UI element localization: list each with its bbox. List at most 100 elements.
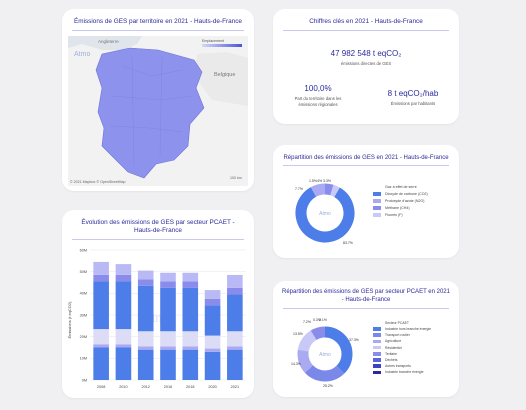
y-tick-label: 40M [80, 292, 87, 296]
bar-segment[interactable] [204, 305, 221, 336]
legend-item: Fluorés (F) [373, 213, 428, 217]
legend-item: Transport routier [373, 333, 431, 337]
y-tick-label: 0M [82, 378, 87, 382]
bar-segment[interactable] [115, 274, 132, 282]
donut2-label-4: 14.3% [291, 362, 301, 366]
donut2-chart[interactable]: Atmo 37.3% 13.5% 7.2% 14.3% 25.2% 0.3% 2… [273, 311, 459, 397]
bar-segment[interactable] [137, 331, 154, 347]
legend-swatch [373, 333, 381, 337]
legend-title: Gaz à effet de serre [385, 185, 417, 189]
legend-swatch [373, 352, 381, 356]
bar-segment[interactable] [115, 329, 132, 345]
perhab-label: Émissions par habitants [390, 101, 436, 106]
total-label: émissions directes de GES [340, 61, 392, 66]
legend-item: Tertiaire [373, 352, 431, 356]
legend-item: Protoxyde d'azote (N2O) [373, 199, 428, 203]
bar-segment[interactable] [160, 346, 176, 350]
bar-segment[interactable] [227, 346, 243, 350]
donut1-label-4: 4% [317, 179, 322, 183]
bar-segment[interactable] [160, 287, 176, 332]
bar-segment[interactable] [160, 349, 176, 380]
bar-segment[interactable] [182, 346, 199, 350]
bar-segment[interactable] [93, 344, 109, 348]
bar-segment[interactable] [160, 272, 176, 282]
donut1-ring [295, 183, 355, 243]
x-tick-label: 2018 [186, 385, 194, 389]
legend-item: Méthane (CH4) [373, 206, 428, 210]
legend-swatch [373, 358, 381, 362]
x-tick-label: 2010 [119, 385, 127, 389]
x-tick-label: 2020 [208, 385, 216, 389]
y-axis-label: Émissions (t eqCO2) [67, 301, 72, 339]
donut2-label-2: 13.5% [293, 332, 303, 336]
legend-title: Secteur PCAET [385, 321, 409, 325]
bar-chart[interactable]: Émissions (t eqCO2) Atmo 0M10M20M30M40M5… [62, 242, 254, 398]
donut1-label-1: 83.7% [343, 241, 353, 245]
label-angleterre: Angleterre [98, 39, 119, 44]
bar-segment[interactable] [93, 274, 109, 282]
share-label-1: Part du territoire dans les [294, 96, 342, 101]
bar-segment[interactable] [182, 287, 199, 332]
bar-segment[interactable] [204, 335, 221, 349]
legend-swatch [373, 213, 381, 217]
x-tick-label: 2021 [231, 385, 239, 389]
bar-segment[interactable] [93, 261, 109, 275]
kpi-card: Chiffres clés en 2021 - Hauts-de-France … [273, 9, 459, 124]
title-underline [283, 165, 449, 166]
bar-segment[interactable] [137, 285, 154, 332]
bar-segment[interactable] [93, 329, 109, 345]
legend-swatch [373, 345, 381, 350]
donut1-label-3: 1.5% [309, 179, 317, 183]
bar-segment[interactable] [160, 281, 176, 288]
y-tick-label: 10M [80, 357, 87, 361]
legend-swatch [373, 327, 381, 331]
y-tick-label: 60M [80, 248, 87, 252]
region-map[interactable]: Atmo Angleterre Belgique © 2021 Mapbox ©… [62, 36, 254, 186]
y-tick-label: 20M [80, 335, 87, 339]
donut1-label-5: 3.3% [323, 179, 331, 183]
donut1-chart[interactable]: Atmo 83.7% 7.7% 1.5% 4% 3.3% [273, 168, 459, 258]
bar-segment[interactable] [137, 270, 154, 280]
bar-title-1: Évolution des émissions de GES par secte… [81, 219, 235, 226]
bar-segment[interactable] [137, 346, 154, 350]
bar-segment[interactable] [115, 264, 132, 275]
donut2-label-7: 2.1% [319, 318, 327, 322]
donut2-card: Répartition des émissions de GES par sec… [273, 281, 459, 397]
watermark-text: Atmo [74, 51, 90, 58]
bar-segment[interactable] [137, 349, 154, 380]
bar-segment[interactable] [115, 344, 132, 348]
bar-segment[interactable] [204, 290, 221, 299]
bar-segment[interactable] [182, 349, 199, 380]
bar-segment[interactable] [93, 281, 109, 330]
bar-segment[interactable] [182, 272, 199, 282]
bar-segment[interactable] [182, 281, 199, 288]
bar-segment[interactable] [227, 294, 243, 332]
legend-gradient [202, 44, 242, 47]
perhab-value: 8 t eqCO₂/hab [387, 89, 439, 98]
bar-segment[interactable] [115, 281, 132, 330]
legend-swatch [373, 192, 381, 196]
label-belgique: Belgique [214, 72, 235, 78]
bar-segment[interactable] [227, 349, 243, 380]
legend-swatch [373, 339, 381, 344]
donut2-label-6: 0.3% [313, 318, 321, 322]
bar-segment[interactable] [115, 347, 132, 381]
bar-segment[interactable] [93, 347, 109, 381]
bar-segment[interactable] [204, 348, 221, 352]
title-underline [72, 239, 244, 240]
bar-segment[interactable] [160, 331, 176, 347]
x-tick-label: 2008 [97, 385, 105, 389]
donut2-title: Répartition des émissions de GES par sec… [282, 289, 450, 303]
y-tick-label: 30M [80, 313, 87, 317]
bar-segment[interactable] [204, 351, 221, 380]
x-tick-label: 2016 [164, 385, 172, 389]
legend-item: Agriculture [373, 339, 431, 343]
map-title: Émissions de GES par territoire en 2021 … [73, 18, 242, 25]
bar-segment[interactable] [204, 298, 221, 306]
bar-segment[interactable] [227, 274, 243, 288]
bar-segment[interactable] [227, 331, 243, 347]
bar-segment[interactable] [182, 331, 199, 347]
donut1-card: Répartition des émissions de GES en 2021… [273, 145, 459, 258]
bar-segment[interactable] [137, 279, 154, 286]
bar-segment[interactable] [227, 287, 243, 295]
